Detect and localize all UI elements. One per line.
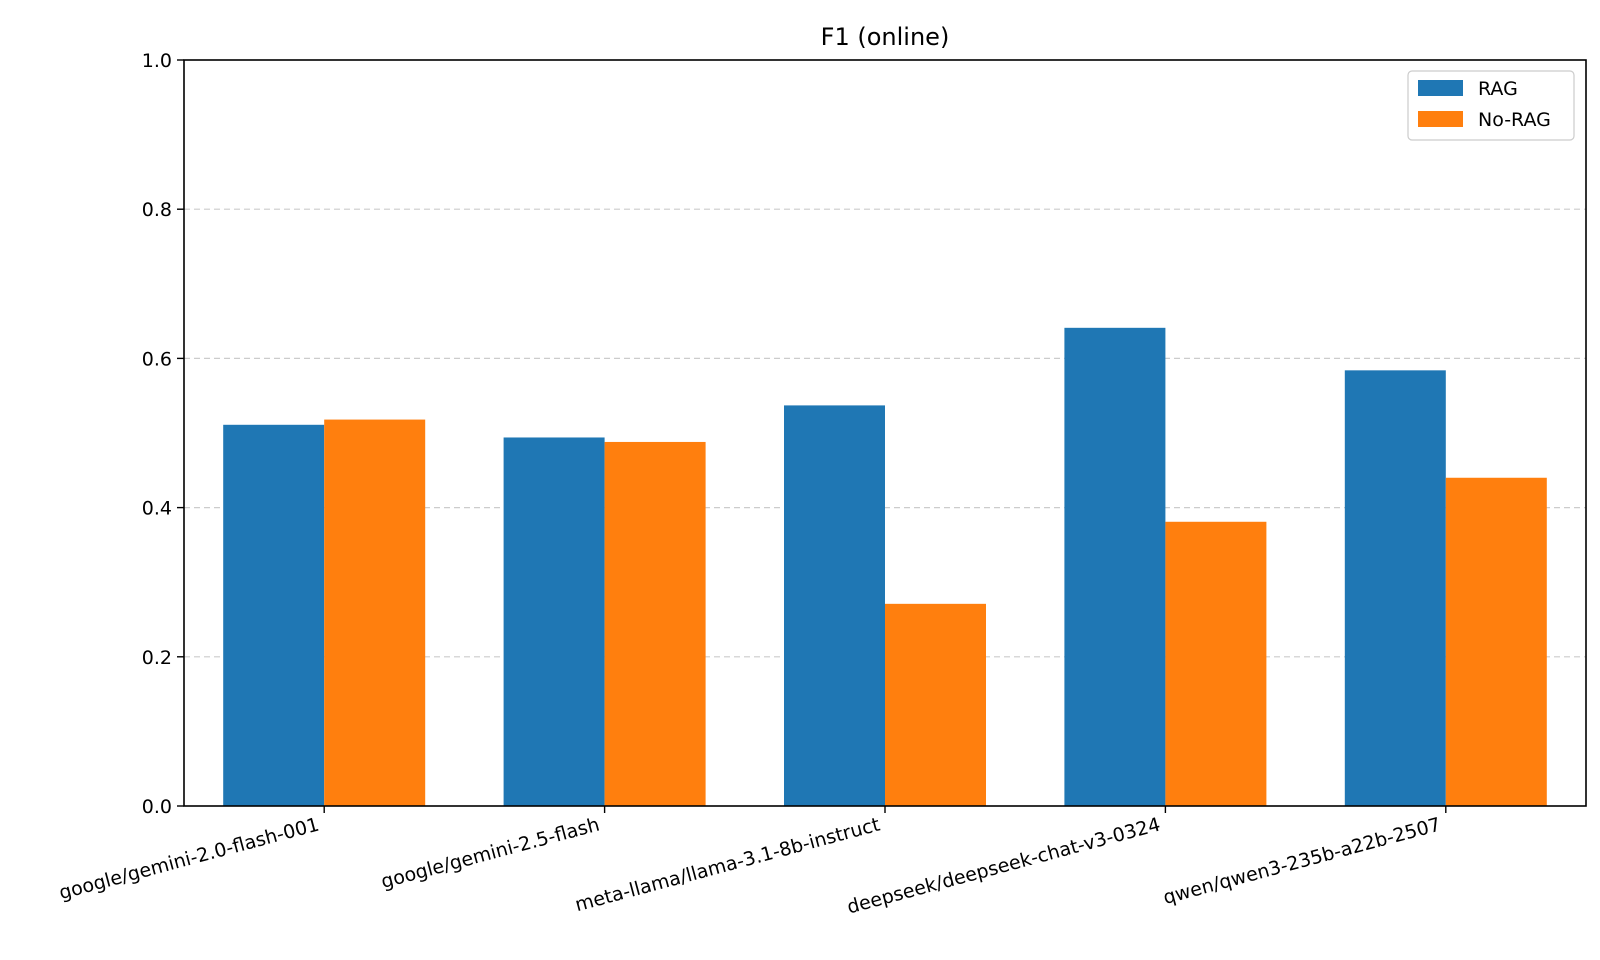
chart-title: F1 (online) — [821, 23, 950, 51]
legend: RAG No-RAG — [1407, 70, 1575, 141]
bar-no-rag — [1445, 477, 1547, 806]
legend-swatch — [1418, 111, 1463, 127]
bar-no-rag — [324, 419, 426, 806]
x-tick-label: meta-llama/llama-3.1-8b-instruct — [573, 814, 883, 917]
y-tick-label: 0.0 — [142, 796, 172, 818]
y-tick-label: 0.4 — [142, 498, 172, 520]
bar-rag — [1064, 327, 1166, 806]
legend-label: No-RAG — [1478, 109, 1551, 131]
bar-rag — [784, 405, 885, 806]
x-tick-label: google/gemini-2.5-flash — [379, 814, 602, 894]
x-tick-label: qwen/qwen3-235b-a22b-2507 — [1161, 814, 1443, 909]
y-axis: 0.0 0.2 0.4 0.6 0.8 1.0 — [142, 50, 184, 818]
bar-no-rag — [604, 441, 706, 806]
x-axis: google/gemini-2.0-flash-001 google/gemini… — [57, 806, 1447, 919]
bar-rag — [503, 437, 605, 806]
bars — [223, 327, 1547, 806]
x-tick-label: google/gemini-2.0-flash-001 — [57, 814, 322, 905]
bar-no-rag — [885, 603, 986, 806]
bar-rag — [1344, 370, 1446, 806]
y-tick-label: 0.8 — [142, 199, 172, 221]
y-tick-label: 0.6 — [142, 348, 172, 370]
y-tick-label: 0.2 — [142, 647, 172, 669]
bar-no-rag — [1165, 521, 1267, 806]
y-tick-label: 1.0 — [142, 50, 172, 72]
legend-label: RAG — [1478, 78, 1518, 100]
bar-rag — [223, 424, 325, 806]
x-tick-label: deepseek/deepseek-chat-v3-0324 — [845, 814, 1163, 919]
legend-swatch — [1418, 80, 1463, 96]
